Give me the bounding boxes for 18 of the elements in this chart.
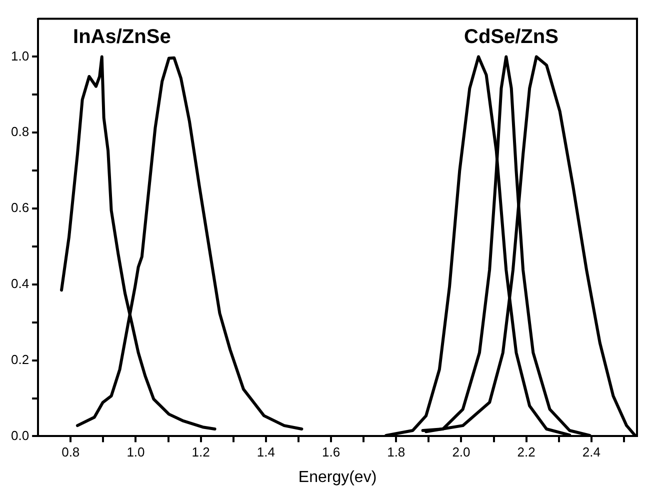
x-tick-label: 2.2 — [517, 444, 536, 460]
x-tick-label: 2.0 — [452, 444, 470, 460]
x-tick-label: 1.6 — [322, 444, 340, 460]
y-tick-label: 0.2 — [10, 352, 30, 367]
y-tick-label: 0.4 — [10, 276, 30, 291]
x-tick-label: 1.0 — [126, 444, 145, 460]
y-tick-label: 0.0 — [10, 428, 30, 443]
x-tick-label: 2.4 — [582, 444, 600, 460]
annotation: InAs/ZnSe — [73, 26, 171, 48]
x-tick-label: 1.8 — [387, 444, 406, 460]
x-tick-label: 1.4 — [256, 444, 275, 460]
y-tick-label: 1.0 — [10, 48, 30, 64]
y-tick-label: 0.8 — [10, 124, 30, 140]
x-tick-label: 0.8 — [62, 444, 80, 460]
x-axis-title: Energy(ev) — [298, 468, 377, 486]
y-tick-label: 0.6 — [10, 200, 30, 216]
annotation: CdSe/ZnS — [464, 26, 558, 48]
x-tick-label: 1.2 — [192, 444, 210, 460]
